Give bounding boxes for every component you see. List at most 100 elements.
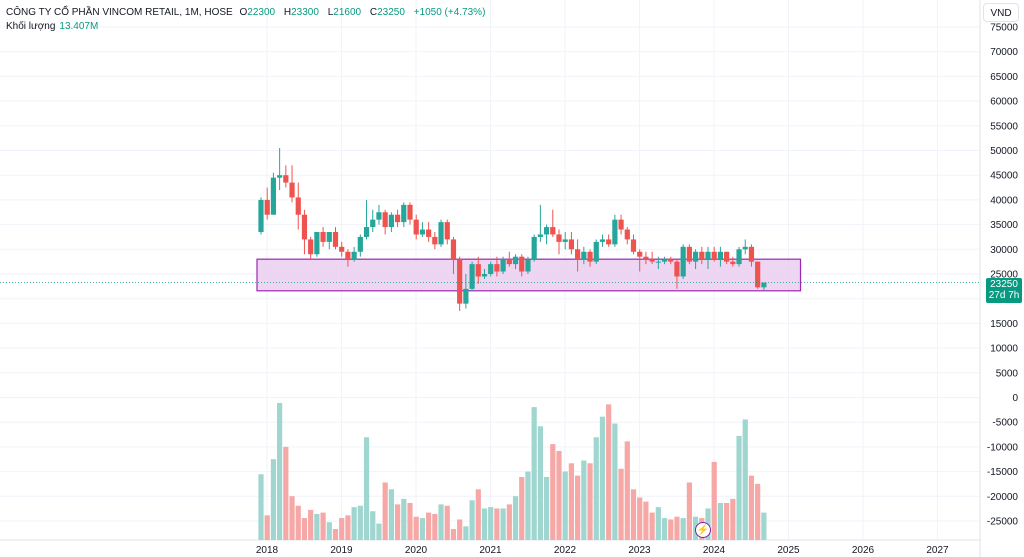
candle-body xyxy=(680,246,686,277)
candle-body xyxy=(351,251,357,260)
candle-body xyxy=(512,256,519,265)
candle-body xyxy=(736,249,742,265)
volume-bar xyxy=(680,518,686,540)
lightning-icon[interactable]: ⚡ xyxy=(695,522,711,538)
volume-bar xyxy=(481,508,488,540)
candle-body xyxy=(419,229,426,235)
candle-body xyxy=(339,246,345,252)
price-tick-label: -5000 xyxy=(992,418,1018,429)
candle-body xyxy=(755,261,761,288)
volume-bar xyxy=(736,435,742,540)
time-tick-label: 2020 xyxy=(405,545,428,556)
candle-body xyxy=(426,229,432,237)
volume-label: Khối lượng xyxy=(6,21,56,32)
volume-bar xyxy=(419,518,426,540)
volume-bar xyxy=(277,403,283,540)
candle-body xyxy=(699,251,705,260)
volume-bar xyxy=(730,498,736,540)
volume-bar xyxy=(258,474,264,540)
candle-body xyxy=(258,199,264,233)
volume-bar xyxy=(674,516,680,540)
volume-bar xyxy=(724,503,730,540)
candle-body xyxy=(531,236,537,260)
volume-bar xyxy=(519,476,525,540)
candle-body xyxy=(711,251,717,260)
time-tick-label: 2023 xyxy=(628,545,651,556)
volume-bar xyxy=(637,497,643,540)
candle-body xyxy=(730,261,736,265)
candle-body xyxy=(481,274,488,277)
candle-body xyxy=(413,219,419,235)
time-tick-label: 2022 xyxy=(554,545,577,556)
volume-bar xyxy=(661,518,668,540)
volume-bar xyxy=(351,507,357,540)
volume-bar xyxy=(593,437,599,540)
candle-body xyxy=(494,264,500,272)
price-tick-label: 75000 xyxy=(990,23,1018,34)
volume-bar xyxy=(755,483,761,540)
candle-body xyxy=(649,259,655,262)
candle-body xyxy=(295,197,301,215)
candle-body xyxy=(444,222,450,240)
change-value: +1050 (+4.73%) xyxy=(413,7,486,18)
candle-body xyxy=(742,246,748,250)
candle-body xyxy=(543,227,550,235)
time-tick-label: 2024 xyxy=(703,545,726,556)
volume-bar xyxy=(394,504,401,540)
time-tick-label: 2019 xyxy=(330,545,353,556)
volume-bar xyxy=(370,511,376,540)
volume-bar xyxy=(444,505,450,540)
volume-bar xyxy=(457,519,463,540)
candle-body xyxy=(537,234,543,237)
volume-bar xyxy=(761,512,767,540)
volume-bar xyxy=(606,404,612,540)
currency-button[interactable]: VND xyxy=(983,3,1019,22)
price-tick-label: -25000 xyxy=(987,517,1019,528)
volume-bar xyxy=(506,504,512,540)
volume-bar xyxy=(475,489,481,540)
candle-body xyxy=(606,239,612,245)
price-tick-label: 50000 xyxy=(990,146,1018,157)
volume-bar xyxy=(339,518,345,540)
volume-bar xyxy=(332,529,339,540)
volume-bar xyxy=(612,423,618,540)
candle-body xyxy=(661,259,668,262)
price-tick-label: 40000 xyxy=(990,195,1018,206)
volume-bar xyxy=(388,489,394,540)
candle-body xyxy=(674,261,680,277)
candle-body xyxy=(450,239,457,260)
candle-body xyxy=(686,246,692,262)
volume-bar xyxy=(630,489,637,540)
candle-body xyxy=(277,175,283,178)
price-tick-label: -10000 xyxy=(987,442,1019,453)
volume-bar xyxy=(643,501,649,540)
candle-body xyxy=(345,251,351,260)
candle-body xyxy=(692,251,699,262)
volume-bar xyxy=(320,512,326,540)
price-tick-label: 25000 xyxy=(990,270,1018,281)
candle-body xyxy=(581,251,587,260)
candle-body xyxy=(357,236,363,252)
volume-bar xyxy=(438,504,444,540)
volume-bar xyxy=(649,512,655,540)
volume-bar xyxy=(426,512,432,540)
volume-bar xyxy=(748,475,755,540)
candle-body xyxy=(475,264,481,277)
close-key: C xyxy=(369,7,378,18)
price-tick-label: -20000 xyxy=(987,492,1019,503)
volume-bar xyxy=(264,515,270,540)
volume-bar xyxy=(686,482,692,540)
price-tick-label: 70000 xyxy=(990,47,1018,58)
price-tick-label: 0 xyxy=(1012,393,1018,404)
candle-body xyxy=(519,256,525,272)
volume-bar xyxy=(512,496,519,540)
candle-body xyxy=(394,214,401,223)
candle-body xyxy=(401,204,407,223)
time-tick-label: 2026 xyxy=(852,545,875,556)
price-tick-label: 55000 xyxy=(990,121,1018,132)
volume-bar xyxy=(742,419,748,540)
candle-body xyxy=(587,251,593,262)
close-value: 23250 xyxy=(377,7,405,18)
last-price-value: 23250 xyxy=(990,279,1018,290)
